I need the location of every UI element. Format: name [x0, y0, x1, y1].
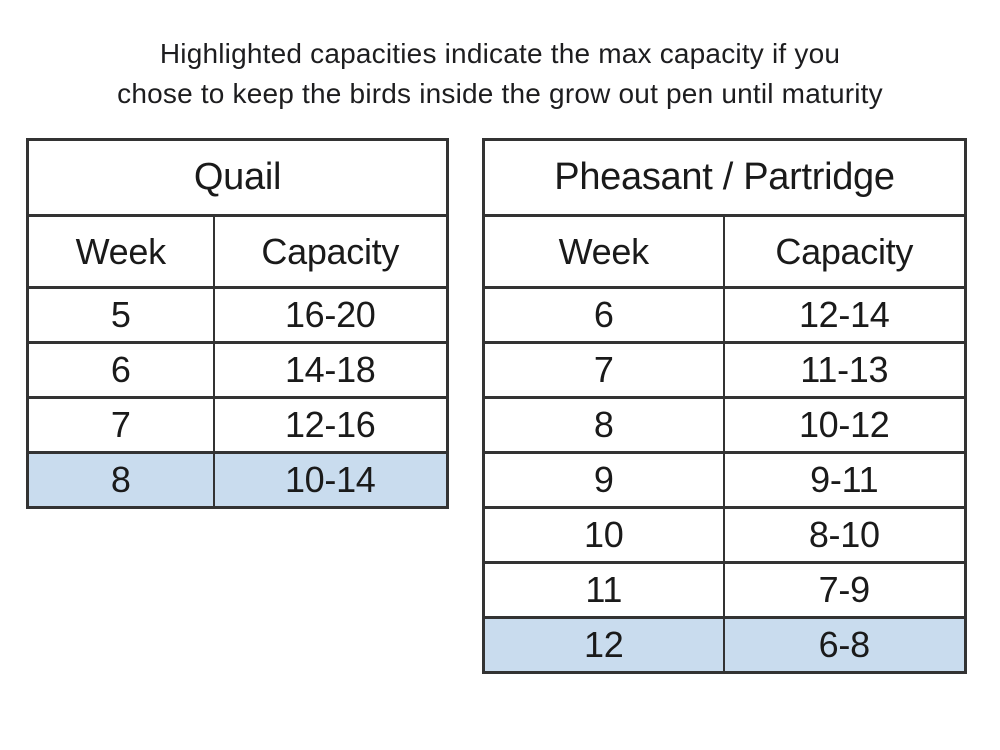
capacity-cell: 11-13 [722, 341, 967, 399]
pheasant-table-header-row: Week Capacity [482, 214, 967, 289]
quail-table-title-row: Quail [26, 138, 449, 217]
quail-table-header-row: Week Capacity [26, 214, 449, 289]
week-cell: 6 [482, 286, 725, 344]
week-cell: 6 [26, 341, 215, 399]
table-row: 7 12-16 [26, 396, 449, 454]
capacity-cell: 6-8 [722, 616, 967, 674]
week-cell: 12 [482, 616, 725, 674]
pheasant-partridge-table: Pheasant / Partridge Week Capacity 6 12-… [482, 138, 967, 674]
capacity-cell: 14-18 [212, 341, 449, 399]
table-row-highlighted: 12 6-8 [482, 616, 967, 674]
table-row: 10 8-10 [482, 506, 967, 564]
capacity-cell: 9-11 [722, 451, 967, 509]
week-cell: 7 [26, 396, 215, 454]
pheasant-table-title-row: Pheasant / Partridge [482, 138, 967, 217]
week-cell: 8 [482, 396, 725, 454]
week-cell: 9 [482, 451, 725, 509]
capacity-cell: 7-9 [722, 561, 967, 619]
table-row: 8 10-12 [482, 396, 967, 454]
quail-week-column-header: Week [26, 214, 215, 289]
week-cell: 11 [482, 561, 725, 619]
week-cell: 10 [482, 506, 725, 564]
note-line-2: chose to keep the birds inside the grow … [117, 78, 883, 109]
table-row: 6 12-14 [482, 286, 967, 344]
table-row: 7 11-13 [482, 341, 967, 399]
week-cell: 7 [482, 341, 725, 399]
quail-table-title: Quail [26, 138, 449, 217]
capacity-cell: 12-14 [722, 286, 967, 344]
table-row-highlighted: 8 10-14 [26, 451, 449, 509]
table-row: 11 7-9 [482, 561, 967, 619]
week-cell: 5 [26, 286, 215, 344]
table-row: 5 16-20 [26, 286, 449, 344]
table-row: 6 14-18 [26, 341, 449, 399]
capacity-cell: 10-14 [212, 451, 449, 509]
week-cell: 8 [26, 451, 215, 509]
capacity-cell: 10-12 [722, 396, 967, 454]
quail-capacity-column-header: Capacity [212, 214, 449, 289]
pheasant-capacity-column-header: Capacity [722, 214, 967, 289]
capacity-cell: 16-20 [212, 286, 449, 344]
table-row: 9 9-11 [482, 451, 967, 509]
quail-table: Quail Week Capacity 5 16-20 6 14-18 7 12… [26, 138, 449, 509]
pheasant-week-column-header: Week [482, 214, 725, 289]
pheasant-table-title: Pheasant / Partridge [482, 138, 967, 217]
capacity-cell: 12-16 [212, 396, 449, 454]
note-text: Highlighted capacities indicate the max … [0, 34, 1000, 114]
note-line-1: Highlighted capacities indicate the max … [159, 38, 841, 69]
capacity-cell: 8-10 [722, 506, 967, 564]
